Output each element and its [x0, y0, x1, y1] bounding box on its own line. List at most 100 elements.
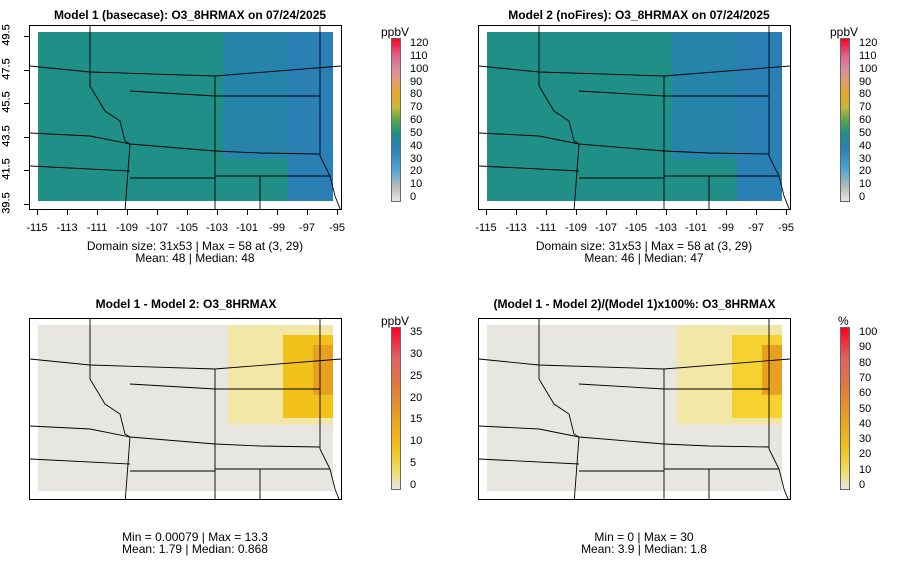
state-border	[124, 436, 131, 499]
legend-tick-label: 80	[859, 88, 872, 101]
legend-tick-label: 20	[859, 448, 872, 461]
x-tick-mark	[127, 210, 128, 215]
x-tick-label: -113	[505, 222, 527, 234]
x-tick-label: -113	[56, 222, 78, 234]
stats-line1: Domain size: 31x53 | Max = 58 at (3, 29)	[86, 239, 304, 253]
x-tick-label: -109	[115, 222, 139, 234]
legend-tick-label: 0	[410, 479, 417, 491]
stats-line2: Mean: 46 | Median: 47	[584, 251, 704, 265]
legend-tick-label: 50	[859, 126, 872, 139]
legend-tick-label: 10	[859, 178, 872, 191]
x-tick-mark	[786, 210, 787, 215]
state-border	[214, 150, 321, 155]
panel-title: Model 1 - Model 2: O3_8HRMAX	[95, 297, 277, 311]
x-tick-mark	[546, 210, 547, 215]
x-tick-mark	[726, 210, 727, 215]
x-tick-label: -115	[475, 222, 497, 234]
legend-tick-label: 50	[859, 402, 872, 415]
legend-tick-label: 0	[859, 479, 866, 491]
state-border	[214, 443, 321, 448]
state-border	[573, 436, 580, 499]
state-border	[479, 425, 665, 445]
legend-tick-label: 120	[859, 37, 878, 49]
legend-unit: %	[838, 314, 849, 328]
state-border	[538, 26, 580, 145]
legend-tick-label: 60	[410, 114, 423, 126]
legend-tick-label: 20	[410, 165, 423, 178]
state-border	[89, 26, 131, 145]
legend-tick-label: 60	[859, 114, 872, 126]
map-plot	[29, 318, 342, 500]
legend-unit: ppbV	[830, 25, 859, 39]
legend-tick-label: 40	[859, 139, 872, 152]
x-tick-mark	[97, 210, 98, 215]
legend-tick-label: 30	[410, 347, 423, 360]
x-tick-mark	[606, 210, 607, 215]
legend-tick-label: 80	[410, 88, 423, 101]
legend-tick-label: 20	[410, 391, 423, 404]
x-tick-label: -111	[86, 222, 108, 234]
x-tick-mark	[217, 210, 218, 215]
x-tick-label: -103	[654, 222, 678, 234]
high-region	[737, 32, 782, 201]
y-tick-mark	[24, 36, 29, 37]
x-tick-label: -97	[299, 222, 315, 234]
legend-tick-label: 80	[859, 356, 872, 369]
x-tick-label: -109	[564, 222, 588, 234]
x-tick-label: -97	[748, 222, 764, 234]
y-tick-label: 47.5	[0, 57, 13, 80]
x-tick-label: -105	[175, 222, 199, 234]
x-tick-label: -99	[269, 222, 285, 234]
legend-tick-label: 70	[859, 371, 872, 384]
x-tick-label: -115	[26, 222, 48, 234]
state-border	[129, 383, 216, 390]
stats-line2: Mean: 1.79 | Median: 0.868	[122, 542, 268, 556]
state-border	[30, 458, 131, 465]
state-border	[538, 319, 580, 438]
y-tick-label: 45.5	[0, 91, 13, 113]
state-border	[30, 425, 216, 445]
legend-unit: ppbV	[381, 314, 410, 328]
state-border	[573, 143, 580, 209]
legend-tick-label: 70	[859, 101, 872, 114]
legend-tick-label: 70	[410, 101, 423, 114]
state-border	[663, 150, 770, 155]
legend-tick-label: 110	[410, 49, 428, 62]
x-tick-mark	[37, 210, 38, 215]
state-border	[479, 65, 790, 77]
state-border	[768, 319, 789, 499]
state-border	[30, 358, 341, 370]
state-border	[479, 165, 580, 172]
legend-tick-label: 10	[410, 178, 423, 191]
legend-tick-label: 35	[410, 326, 423, 338]
y-tick-label: 49.5	[0, 24, 13, 46]
state-border	[124, 143, 131, 209]
legend-tick-label: 15	[410, 413, 423, 426]
y-tick-mark	[24, 136, 29, 138]
stats-line1: Min = 0 | Max = 30	[594, 530, 694, 544]
y-tick-mark	[24, 170, 29, 172]
x-tick-mark	[157, 210, 158, 215]
state-border	[578, 383, 665, 390]
state-border	[129, 90, 216, 97]
x-tick-mark	[277, 210, 278, 215]
legend-tick-label: 10	[859, 463, 872, 476]
legend-unit: ppbV	[381, 25, 410, 39]
legend-tick-label: 30	[859, 152, 872, 165]
color-legend	[840, 38, 850, 202]
state-border	[319, 26, 341, 209]
legend-tick-label: 90	[859, 341, 872, 354]
y-tick-mark	[24, 69, 29, 71]
stats-line2: Mean: 48 | Median: 48	[135, 251, 255, 265]
x-tick-mark	[696, 210, 697, 215]
legend-tick-label: 40	[410, 139, 423, 152]
color-legend	[391, 327, 401, 490]
map-plot	[478, 318, 791, 500]
high-region	[288, 32, 333, 201]
state-border	[30, 65, 341, 77]
state-border	[319, 319, 340, 499]
legend-tick-label: 100	[859, 326, 878, 338]
y-tick-label: 41.5	[0, 158, 13, 181]
state-border	[578, 90, 665, 97]
legend-tick-label: 40	[859, 417, 872, 430]
